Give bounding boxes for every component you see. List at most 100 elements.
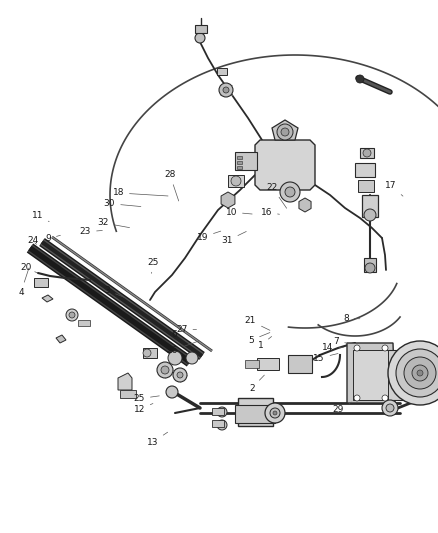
Text: 23: 23 — [80, 228, 102, 236]
Text: 1: 1 — [258, 336, 272, 350]
Circle shape — [223, 87, 229, 93]
Bar — [212, 408, 224, 415]
Circle shape — [363, 149, 371, 157]
Polygon shape — [42, 295, 53, 302]
Polygon shape — [299, 198, 311, 212]
Text: 20: 20 — [21, 263, 37, 273]
Bar — [257, 358, 279, 370]
Text: 6: 6 — [171, 330, 184, 339]
Text: 25: 25 — [148, 258, 159, 273]
Bar — [364, 258, 376, 272]
Text: 3: 3 — [104, 286, 124, 297]
Circle shape — [365, 263, 375, 273]
Bar — [235, 405, 275, 423]
Circle shape — [356, 75, 364, 83]
Circle shape — [217, 407, 227, 417]
Circle shape — [161, 366, 169, 374]
Text: 18: 18 — [113, 189, 168, 197]
Text: 8: 8 — [343, 314, 360, 323]
Circle shape — [364, 209, 376, 221]
Bar — [353, 350, 388, 400]
Bar — [78, 320, 90, 326]
Text: 10: 10 — [226, 208, 252, 216]
Circle shape — [231, 176, 241, 186]
Circle shape — [186, 352, 198, 364]
Text: 12: 12 — [134, 403, 153, 414]
Circle shape — [412, 365, 428, 381]
Circle shape — [386, 404, 394, 412]
Text: 13: 13 — [147, 432, 168, 447]
Text: 7: 7 — [333, 337, 348, 345]
Circle shape — [270, 408, 280, 418]
Bar — [143, 348, 157, 358]
Bar — [195, 25, 207, 33]
Text: 15: 15 — [313, 353, 338, 362]
Circle shape — [219, 83, 233, 97]
Text: 14: 14 — [322, 343, 343, 352]
Text: 27: 27 — [176, 325, 197, 334]
Bar — [120, 390, 136, 398]
Circle shape — [396, 349, 438, 397]
Circle shape — [354, 395, 360, 401]
Text: 30: 30 — [104, 199, 141, 208]
Text: 25: 25 — [134, 394, 159, 403]
Bar — [34, 278, 48, 287]
Circle shape — [382, 395, 388, 401]
Circle shape — [157, 362, 173, 378]
Circle shape — [280, 182, 300, 202]
Circle shape — [277, 124, 293, 140]
Text: 16: 16 — [261, 208, 279, 216]
Text: 21: 21 — [245, 317, 270, 330]
Bar — [360, 148, 374, 158]
Circle shape — [285, 187, 295, 197]
Bar — [387, 350, 423, 400]
Circle shape — [166, 386, 178, 398]
Polygon shape — [347, 343, 395, 403]
Bar — [358, 180, 374, 192]
Circle shape — [382, 345, 388, 351]
Circle shape — [195, 33, 205, 43]
Bar — [237, 161, 242, 164]
Circle shape — [177, 372, 183, 378]
Circle shape — [417, 370, 423, 376]
Text: 29: 29 — [332, 402, 351, 414]
Polygon shape — [56, 335, 66, 343]
Text: 26: 26 — [166, 341, 199, 355]
Text: 31: 31 — [221, 231, 246, 245]
Text: 2: 2 — [249, 375, 265, 392]
Bar — [362, 195, 378, 217]
Circle shape — [388, 341, 438, 405]
Circle shape — [69, 312, 75, 318]
Text: 17: 17 — [385, 181, 403, 196]
Circle shape — [382, 400, 398, 416]
Text: 22: 22 — [267, 183, 286, 208]
Polygon shape — [118, 373, 132, 390]
Circle shape — [173, 368, 187, 382]
Circle shape — [66, 309, 78, 321]
Text: 19: 19 — [197, 231, 221, 241]
Bar — [212, 420, 224, 427]
Bar — [355, 163, 375, 177]
Circle shape — [354, 345, 360, 351]
Text: 4: 4 — [18, 268, 29, 296]
Circle shape — [404, 357, 436, 389]
Bar — [237, 166, 242, 169]
Circle shape — [217, 420, 227, 430]
Text: 9: 9 — [45, 235, 60, 243]
Polygon shape — [272, 120, 298, 140]
Circle shape — [281, 128, 289, 136]
Bar — [217, 68, 227, 75]
Circle shape — [265, 403, 285, 423]
Bar — [238, 398, 273, 426]
Circle shape — [273, 411, 277, 415]
Text: 5: 5 — [248, 333, 270, 344]
Bar — [237, 156, 242, 159]
Circle shape — [168, 351, 182, 365]
Text: 24: 24 — [27, 237, 39, 245]
Polygon shape — [255, 140, 315, 190]
Bar — [245, 360, 259, 368]
Circle shape — [143, 349, 151, 357]
Polygon shape — [221, 192, 235, 208]
Bar — [288, 355, 312, 373]
Text: 11: 11 — [32, 212, 49, 222]
